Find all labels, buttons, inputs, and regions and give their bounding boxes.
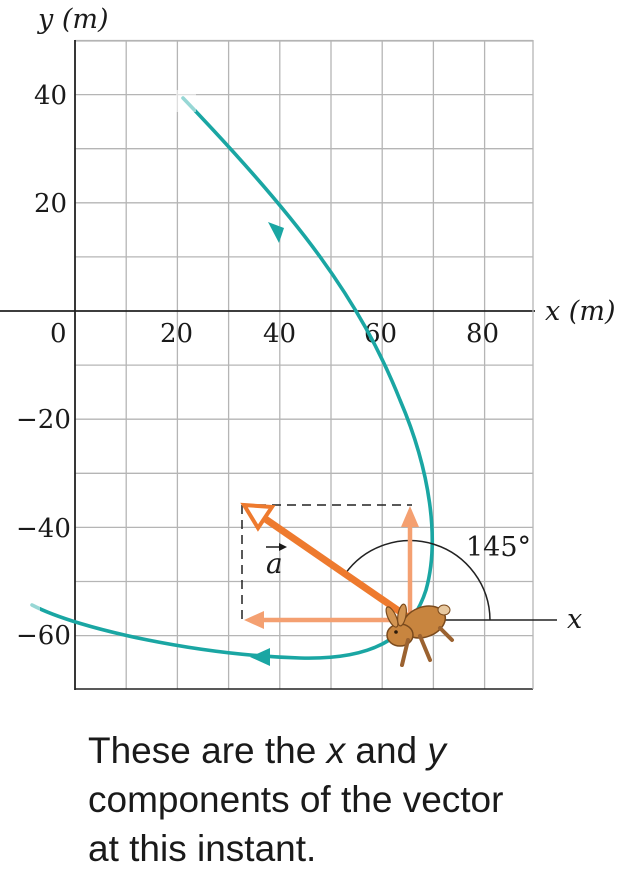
caption-line-1: These are the x and y [88,730,446,771]
grid [75,39,533,689]
x-tick-40: 40 [263,319,296,349]
reference-x-label: x [567,604,582,635]
rabbit-icon [385,603,454,667]
x-axis-label: x (m) [545,296,615,327]
acceleration-vector [240,502,414,623]
angle-label: 145° [466,532,531,563]
caption-line-2: components of the vector [88,779,504,820]
x-tick-0: 0 [50,319,67,349]
direction-arrow-icon [250,648,270,666]
y-tick-neg20: −20 [16,405,71,435]
trajectory-path [30,96,434,660]
direction-arrow-icon [268,222,284,243]
y-tick-neg60: −60 [16,621,71,651]
trajectory-fade-left [26,596,40,612]
svg-text:a: a [266,547,283,580]
y-axis-label: y (m) [37,4,109,35]
vector-label: a [266,543,287,580]
trajectory-fade-top [176,90,196,112]
component-box [241,504,412,620]
y-tick-neg40: −40 [16,514,71,544]
y-tick-40: 40 [34,81,67,111]
y-tick-20: 20 [34,189,67,219]
caption: These are the x and y components of the … [88,726,608,873]
angle-arc [344,539,491,621]
x-tick-80: 80 [466,319,499,349]
x-tick-20: 20 [160,319,193,349]
caption-line-3: at this instant. [88,828,317,869]
trajectory-diagram: y (m) x (m) 0 20 40 60 80 40 20 −20 −40 … [0,4,615,690]
y-component-vector [401,506,419,620]
x-component-vector [244,611,412,629]
